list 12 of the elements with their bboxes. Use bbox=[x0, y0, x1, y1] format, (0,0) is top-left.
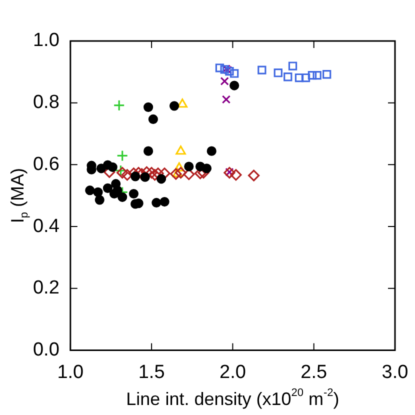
y-axis-title: Ip (MA) bbox=[7, 168, 31, 224]
x-tick-label: 2.5 bbox=[300, 362, 328, 383]
x-tick-label: 3.0 bbox=[382, 362, 408, 383]
y-tick-label: 0.2 bbox=[32, 278, 60, 299]
y-tick-label: 0.4 bbox=[32, 216, 60, 237]
y-tick-label: 1.0 bbox=[32, 30, 60, 52]
y-tick-label: 0.0 bbox=[32, 339, 60, 360]
x-tick-label: 1.0 bbox=[57, 362, 84, 383]
x-tick-label: 2.0 bbox=[219, 362, 246, 383]
x-tick-label: 1.5 bbox=[138, 362, 165, 383]
y-tick-label: 0.8 bbox=[32, 92, 60, 114]
y-tick-label: 0.6 bbox=[32, 154, 60, 175]
